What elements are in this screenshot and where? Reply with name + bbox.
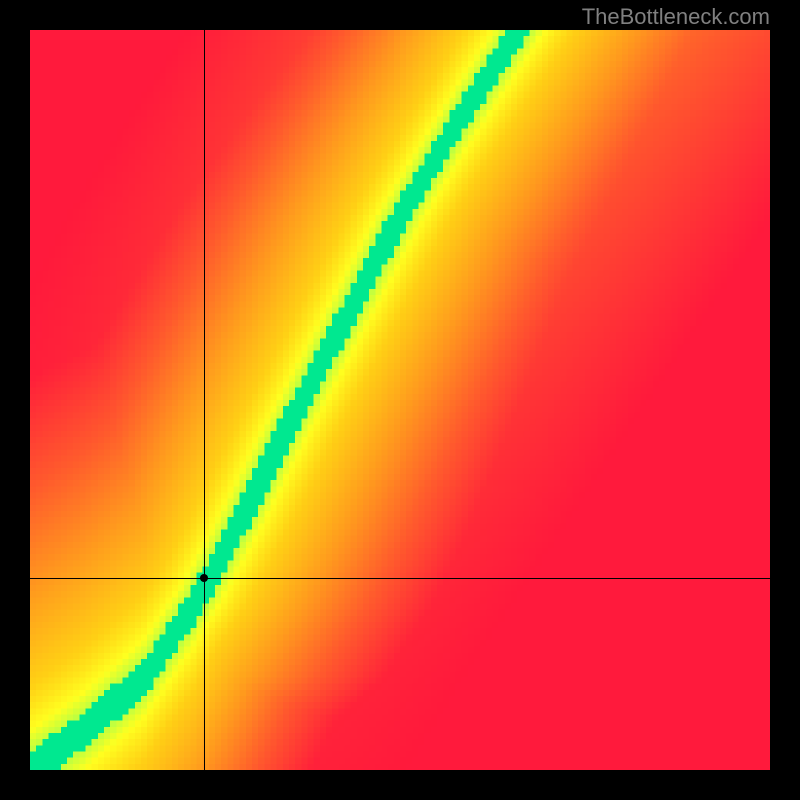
crosshair-vertical — [204, 30, 205, 770]
watermark-text: TheBottleneck.com — [582, 4, 770, 30]
bottleneck-heatmap — [30, 30, 770, 770]
chart-container: TheBottleneck.com — [0, 0, 800, 800]
operating-point-dot — [200, 574, 208, 582]
crosshair-horizontal — [30, 578, 770, 579]
